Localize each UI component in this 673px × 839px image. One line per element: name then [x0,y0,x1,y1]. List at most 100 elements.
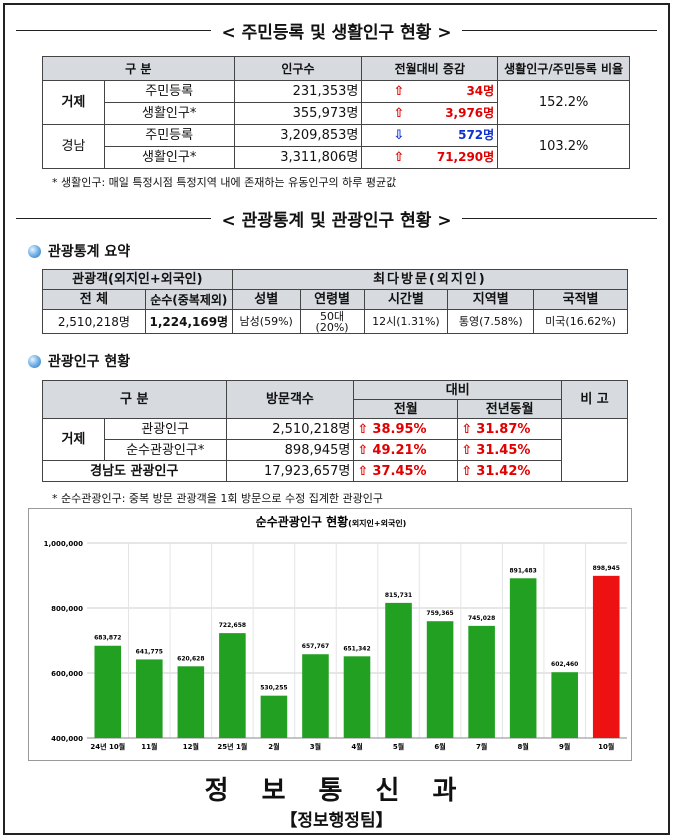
row-population: 231,353명 [233,80,363,103]
summary-group-visitors: 관광객(외지인+외국인) [42,269,233,290]
row-type: 생활인구* [103,102,235,125]
status-header-prev-year: 전년동월 [457,399,563,419]
data-label: 745,028 [468,615,495,622]
data-label: 898,945 [593,565,620,572]
x-tick-label: 2월 [268,742,279,751]
tourism-summary-table: 관광객(외지인+외국인) 최다방문(외지인) 전 체 순수(중복제외) 성별 연… [42,269,629,334]
header-ratio: 생활인구/주민등록 비율 [497,56,630,81]
team-name: 【정보행정팀】 [280,811,393,831]
x-tick-label: 7월 [476,742,487,751]
summary-val-total: 2,510,218명 [42,309,146,334]
status-header-visitors: 방문객수 [225,380,355,419]
row-population: 3,209,853명 [233,124,363,147]
row-change: 572명 [458,128,495,142]
summary-heading-text: 관광통계 요약 [48,244,131,260]
x-tick-label: 9월 [559,742,570,751]
status-mom: 49.21% [372,442,427,458]
status-header-prev-month: 전월 [353,399,459,419]
chart-title-main: 순수관광인구 현황 [256,514,349,529]
status-mom-cell: ⇧ 49.21% [353,439,459,461]
data-label: 530,255 [260,685,287,692]
section1-title-bar: < 주민등록 및 생활인구 현황 > [16,18,657,43]
row-change-cell: ⇧ 34명 [361,80,499,103]
row-ratio: 152.2% [497,80,630,125]
population-note: * 생활인구: 매일 특정시점 특정지역 내에 존재하는 유동인구의 하루 평균… [52,176,397,189]
y-tick-label: 1,000,000 [44,540,84,548]
document-frame [3,3,670,835]
summary-col-pure: 순수(중복제외) [144,289,233,310]
x-tick-label: 6월 [434,742,445,751]
region-gyeongnam: 경남 [42,124,105,169]
status-heading: 관광인구 현황 [28,351,130,371]
table-row: 경남도 관광인구 17,923,657명 ⇧ 37.45% ⇧ 31.42% [42,460,628,482]
bar [468,625,495,738]
data-label: 641,775 [136,648,163,655]
data-label: 759,365 [426,610,453,617]
section2-title: < 관광통계 및 관광인구 현황 > [221,210,452,231]
population-table: 구 분 인구수 전월대비 증감 생활인구/주민등록 비율 거제 주민등록 231… [42,56,630,169]
arrow-up-icon: ⇧ [461,442,473,458]
x-tick-label: 25년 1월 [217,742,247,751]
bullet-icon [28,244,41,258]
status-label: 순수관광인구* [103,439,227,461]
summary-val-nationality: 미국(16.62%) [533,309,628,334]
x-tick-label: 5월 [393,742,404,751]
arrow-up-icon: ⇧ [461,421,473,437]
y-tick-label: 400,000 [51,735,83,743]
arrow-up-icon: ⇧ [393,106,405,121]
row-population: 3,311,806명 [233,146,363,169]
data-label: 722,658 [219,622,246,629]
status-header-division: 구 분 [42,380,227,419]
table-row: 생활인구* 3,311,806명 ⇧ 71,290명 [43,146,630,169]
data-label: 602,460 [551,661,578,668]
summary-col-gender: 성별 [231,289,301,310]
data-label: 891,483 [509,567,536,574]
bar [302,654,329,738]
status-header-remark: 비 고 [561,380,628,419]
arrow-up-icon: ⇧ [357,421,369,437]
status-label: 경남도 관광인구 [42,460,227,482]
bar-chart: 순수관광인구 현황(외지인+외국인) 400,000 600,000 800,000… [44,514,627,751]
status-yoy: 31.42% [476,463,531,479]
table-row: 2,510,218명 1,224,169명 남성(59%) 50대(20%) 1… [42,309,628,334]
table-row: 거제 주민등록 231,353명 ⇧ 34명 152.2% [42,80,630,125]
row-change: 3,976명 [445,106,495,120]
status-heading-text: 관광인구 현황 [48,354,131,370]
row-ratio: 103.2% [497,124,630,169]
status-remark-cell [561,418,628,482]
status-mom-cell: ⇧ 38.95% [353,418,459,440]
summary-col-nationality: 국적별 [533,289,628,310]
table-row: 생활인구* 355,973명 ⇧ 3,976명 [43,102,630,125]
row-type: 주민등록 [103,80,235,103]
data-label: 620,628 [177,655,204,662]
bar [385,602,412,738]
header-population: 인구수 [233,56,363,81]
summary-heading: 관광통계 요약 [28,241,130,261]
bar [260,695,288,738]
row-change-cell: ⇧ 71,290명 [361,146,499,169]
status-count: 17,923,657명 [225,460,355,482]
status-mom: 38.95% [372,421,427,437]
arrow-up-icon: ⇧ [393,150,405,165]
arrow-up-icon: ⇧ [357,442,369,458]
region-geoje: 거제 [42,80,105,125]
chart-title: 순수관광인구 현황(외지인+외국인) [256,514,407,529]
summary-col-total: 전 체 [42,289,146,310]
row-population: 355,973명 [233,102,363,125]
bar [177,666,205,738]
summary-val-gender: 남성(59%) [231,309,301,334]
section2-title-bar: < 관광통계 및 관광인구 현황 > [16,206,657,231]
chart-title-suffix: (외지인+외국인) [348,518,406,528]
x-tick-label: 10월 [598,742,614,751]
row-change: 71,290명 [436,150,495,164]
data-label: 651,342 [343,645,370,652]
status-mom-cell: ⇧ 37.45% [353,460,459,482]
status-mom: 37.45% [372,463,427,479]
summary-col-region: 지역별 [447,289,535,310]
status-note: * 순수관광인구: 중복 방문 관광객을 1회 방문으로 수정 집계한 관광인구 [52,492,384,505]
bullet-icon [28,354,41,368]
row-type: 생활인구* [103,146,235,169]
status-region: 거제 [42,418,105,461]
status-yoy: 31.87% [476,421,531,437]
status-count: 2,510,218명 [225,418,355,440]
